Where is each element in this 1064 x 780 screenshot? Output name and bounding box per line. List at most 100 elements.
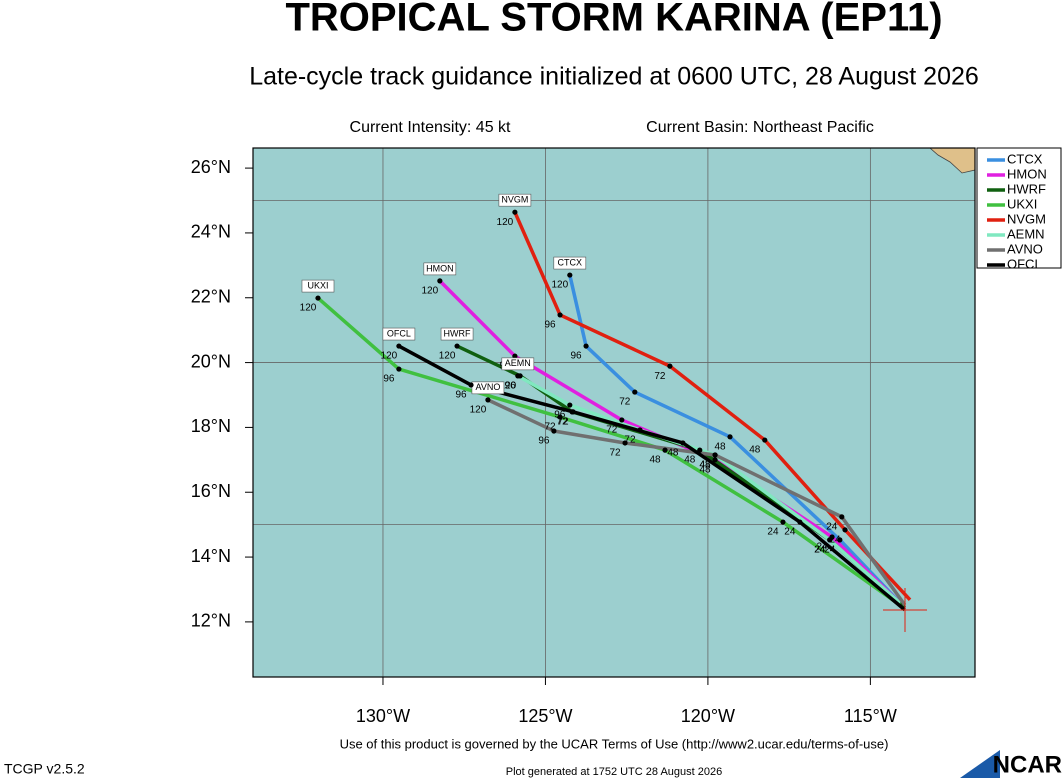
hour-label: 48 bbox=[699, 464, 711, 475]
hour-label: 72 bbox=[557, 416, 569, 427]
track-point bbox=[680, 440, 686, 446]
track-point bbox=[567, 402, 573, 408]
track-point bbox=[712, 457, 718, 463]
hour-label: 96 bbox=[570, 351, 582, 362]
legend-label: NVGM bbox=[1007, 211, 1046, 226]
y-tick-label: 14°N bbox=[191, 546, 231, 566]
model-box bbox=[553, 256, 587, 270]
terms: Use of this product is governed by the U… bbox=[340, 736, 889, 751]
hour-label: 48 bbox=[667, 448, 679, 459]
hour-label: 120 bbox=[300, 303, 317, 314]
track-point bbox=[468, 382, 474, 388]
hour-label: 24 bbox=[826, 522, 838, 533]
track-point bbox=[583, 343, 589, 349]
track-point bbox=[454, 343, 460, 349]
model-box bbox=[501, 357, 535, 371]
hour-label: 96 bbox=[455, 390, 467, 401]
model-label: UKXI bbox=[307, 280, 328, 290]
hour-label: 24 bbox=[814, 545, 826, 556]
y-tick-label: 18°N bbox=[191, 416, 231, 436]
hour-label: 24 bbox=[784, 527, 796, 538]
hour-label: 72 bbox=[557, 416, 569, 427]
legend bbox=[976, 147, 1062, 269]
track-point bbox=[842, 527, 848, 533]
track-point bbox=[485, 397, 491, 403]
track-point bbox=[515, 373, 521, 379]
y-tick-label: 24°N bbox=[191, 222, 231, 242]
title: TROPICAL STORM KARINA (EP11) bbox=[285, 0, 942, 40]
hour-label: 120 bbox=[551, 280, 568, 291]
hour-label: 48 bbox=[649, 455, 661, 466]
hour-label: 24 bbox=[814, 545, 826, 556]
model-box bbox=[382, 327, 416, 341]
y-tick-label: 22°N bbox=[191, 287, 231, 307]
track-point bbox=[315, 295, 321, 301]
model-box bbox=[471, 381, 505, 395]
track-line bbox=[316, 296, 901, 607]
model-label: OFCL bbox=[387, 328, 411, 338]
x-tick-label: 120°W bbox=[681, 706, 735, 726]
hour-label: 24 bbox=[767, 527, 779, 538]
hour-label: 48 bbox=[749, 445, 761, 456]
track-point bbox=[662, 447, 668, 453]
legend-label: OFCL bbox=[1007, 256, 1042, 271]
model-box bbox=[301, 279, 335, 293]
model-label: NVGM bbox=[501, 195, 528, 205]
hour-label: 48 bbox=[714, 441, 726, 452]
track-point bbox=[727, 434, 733, 440]
track-point bbox=[637, 427, 643, 433]
track-point bbox=[837, 537, 843, 543]
hour-label: 48 bbox=[699, 460, 711, 471]
track-point bbox=[667, 363, 673, 369]
legend-label: UKXI bbox=[1007, 196, 1037, 211]
hour-label: 24 bbox=[816, 542, 828, 553]
hour-label: 72 bbox=[619, 397, 631, 408]
basin: Current Basin: Northeast Pacific bbox=[646, 119, 874, 136]
hour-label: 96 bbox=[538, 436, 550, 447]
hour-label: 72 bbox=[624, 435, 636, 446]
y-tick-label: 20°N bbox=[191, 351, 231, 371]
track-point bbox=[839, 514, 845, 520]
model-label: AEMN bbox=[505, 358, 531, 368]
legend-label: HWRF bbox=[1007, 181, 1046, 196]
track-point bbox=[619, 417, 625, 423]
track-point bbox=[512, 353, 518, 359]
track-point bbox=[712, 452, 718, 458]
track-line bbox=[398, 344, 906, 612]
x-tick-label: 115°W bbox=[844, 706, 897, 726]
hour-label: 120 bbox=[381, 351, 398, 362]
hour-label: 96 bbox=[383, 374, 395, 385]
hour-label: 120 bbox=[439, 351, 456, 362]
hour-label: 24 bbox=[829, 534, 841, 545]
track-line bbox=[568, 274, 907, 610]
y-tick-label: 12°N bbox=[191, 611, 231, 631]
track-point bbox=[557, 312, 563, 318]
model-label: CTCX bbox=[558, 257, 583, 267]
hour-label: 48 bbox=[699, 460, 711, 471]
hour-label: 24 bbox=[824, 545, 836, 556]
hour-label: 120 bbox=[497, 217, 514, 228]
track-point bbox=[567, 272, 573, 278]
hour-label: 48 bbox=[684, 455, 696, 466]
track-point bbox=[622, 440, 628, 446]
track-point bbox=[551, 428, 557, 434]
legend-label: HMON bbox=[1007, 166, 1047, 181]
generated: Plot generated at 1752 UTC 28 August 202… bbox=[506, 766, 723, 778]
track-line bbox=[513, 211, 912, 602]
y-tick-label: 26°N bbox=[191, 157, 231, 177]
hour-label: 120 bbox=[470, 404, 487, 415]
hour-label: 72 bbox=[609, 448, 621, 459]
track-point bbox=[396, 366, 402, 372]
track-point bbox=[797, 519, 803, 525]
hour-label: 120 bbox=[421, 286, 438, 297]
track-point bbox=[632, 389, 638, 395]
hour-label: 96 bbox=[554, 410, 566, 421]
track-line bbox=[487, 398, 907, 607]
hour-label: 72 bbox=[654, 371, 666, 382]
map-frame bbox=[252, 147, 976, 678]
hour-label: 96 bbox=[505, 381, 517, 392]
track-point bbox=[512, 209, 518, 215]
track-point bbox=[827, 537, 833, 543]
track-point bbox=[762, 437, 768, 443]
